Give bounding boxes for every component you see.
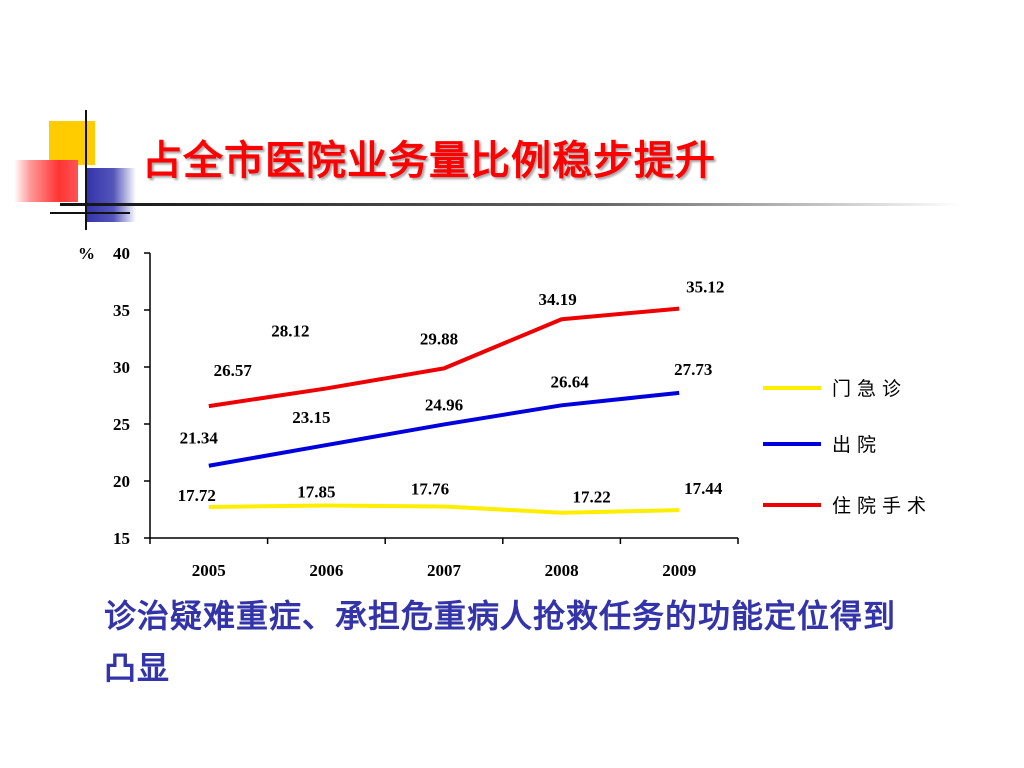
deco-vertical-line: [85, 110, 87, 230]
data-label: 17.76: [411, 480, 449, 499]
data-label: 26.57: [214, 361, 253, 380]
y-tick-label: 25: [113, 415, 130, 434]
x-tick-label: 2006: [309, 561, 343, 580]
data-label: 29.88: [420, 329, 458, 348]
y-tick-label: 15: [113, 529, 130, 548]
deco-horizontal-line: [50, 212, 130, 214]
data-label: 34.19: [538, 290, 576, 309]
data-label: 17.85: [297, 483, 335, 502]
data-label: 26.64: [550, 372, 589, 391]
data-label: 17.22: [572, 488, 610, 507]
series-line: [208, 503, 680, 515]
y-tick-label: 35: [113, 301, 130, 320]
data-label: 35.12: [686, 278, 724, 297]
x-tick-label: 2009: [662, 561, 696, 580]
x-tick-label: 2005: [192, 561, 226, 580]
y-tick-label: 40: [113, 244, 130, 263]
deco-red-square: [14, 160, 78, 202]
data-label: 17.44: [684, 479, 723, 498]
series-line: [208, 390, 680, 468]
data-labels: 17.72 17.85 17.76 17.22 17.44 21.34 23.15 24.96…: [178, 278, 725, 507]
x-tick-label: 2007: [427, 561, 462, 580]
data-label: 27.73: [674, 360, 712, 379]
y-tick-label: 20: [113, 472, 130, 491]
data-label: 17.72: [178, 486, 216, 505]
line-chart: 40 35 30 25 20 15% 2005 2006 2007 2008 2009 17.72…: [78, 244, 932, 580]
data-label: 24.96: [425, 395, 463, 414]
deco-yellow-square: [49, 121, 95, 165]
slide-title: 占全市医院业务量比例稳步提升: [142, 138, 716, 184]
legend-label: 门急诊: [832, 378, 907, 400]
data-label: 21.34: [180, 429, 219, 448]
summary-text: 诊治疑难重症、承担危重病人抢救任务的功能定位得到凸显: [104, 597, 897, 687]
x-tick-label: 2008: [545, 561, 579, 580]
y-axis-label: %: [78, 244, 95, 263]
y-tick-label: 30: [113, 358, 130, 377]
x-tick-labels: 2005 2006 2007 2008 2009: [192, 561, 696, 580]
legend-label: 住院手术: [832, 495, 932, 517]
data-label: 23.15: [292, 408, 330, 427]
title-underline: [60, 203, 960, 206]
data-label: 28.12: [271, 321, 309, 340]
y-tick-labels: 40 35 30 25 20 15%: [78, 244, 130, 548]
legend-label: 出院: [832, 434, 882, 456]
chart-axes: [144, 252, 739, 544]
series-line: [208, 306, 680, 409]
series-lines: [208, 306, 680, 515]
